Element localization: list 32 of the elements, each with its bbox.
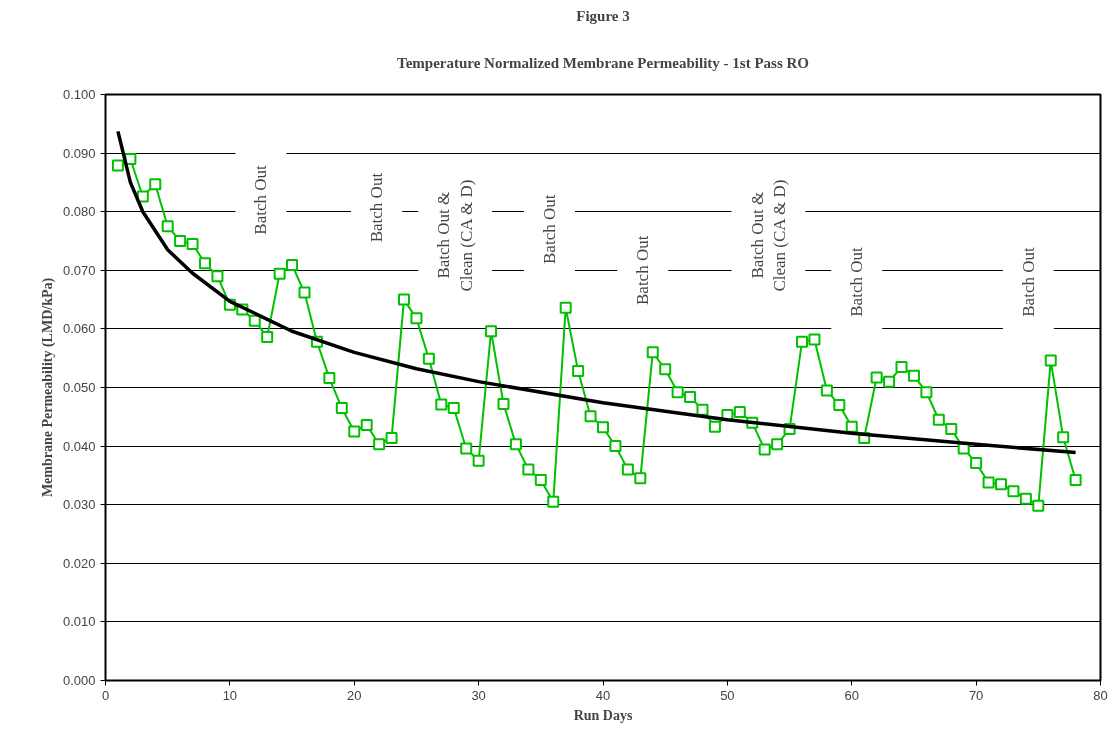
- x-tick-label: 30: [471, 687, 486, 703]
- x-tick-label: 50: [720, 687, 735, 703]
- y-tick-label: 0.060: [62, 321, 96, 337]
- chart-title: Figure 3: [576, 7, 630, 24]
- y-axis-title: Membrane Permeability (LMD/kPa): [39, 277, 56, 498]
- y-tick-label: 0.100: [62, 87, 96, 102]
- annotation: Batch Out: [251, 165, 271, 235]
- annotation: Batch Out: [633, 235, 653, 305]
- annotation: Batch Out & Clean (CA & D): [747, 179, 790, 292]
- y-tick-label: 0.050: [62, 380, 96, 395]
- y-tick-label: 0.080: [62, 204, 96, 220]
- x-tick-label: 70: [968, 687, 984, 703]
- x-tick-label: 40: [595, 687, 611, 703]
- y-tick-label: 0.030: [62, 497, 96, 513]
- annotation: Batch Out: [847, 247, 867, 317]
- annotation: Batch Out: [367, 172, 387, 243]
- annotation: Batch Out: [1018, 247, 1038, 317]
- x-tick-label: 10: [222, 687, 238, 703]
- y-tick-label: 0.040: [62, 438, 96, 454]
- annotation: Batch Out: [540, 194, 560, 264]
- y-tick-label: 0.020: [62, 555, 96, 571]
- x-tick-label: 60: [844, 687, 859, 703]
- x-axis-title: Run Days: [573, 707, 633, 723]
- y-tick-label: 0.090: [62, 145, 96, 161]
- y-tick-label: 0.070: [62, 262, 96, 278]
- y-tick-label: 0.010: [62, 614, 96, 630]
- x-tick-label: 80: [1093, 687, 1108, 703]
- x-tick-label: 0: [101, 687, 110, 703]
- y-tick-label: 0.000: [62, 673, 96, 688]
- annotation: Batch Out & Clean (CA & D): [434, 179, 476, 292]
- chart-subtitle: Temperature Normalized Membrane Permeability - 1st Pass RO: [397, 54, 809, 71]
- x-tick-label: 20: [347, 687, 362, 703]
